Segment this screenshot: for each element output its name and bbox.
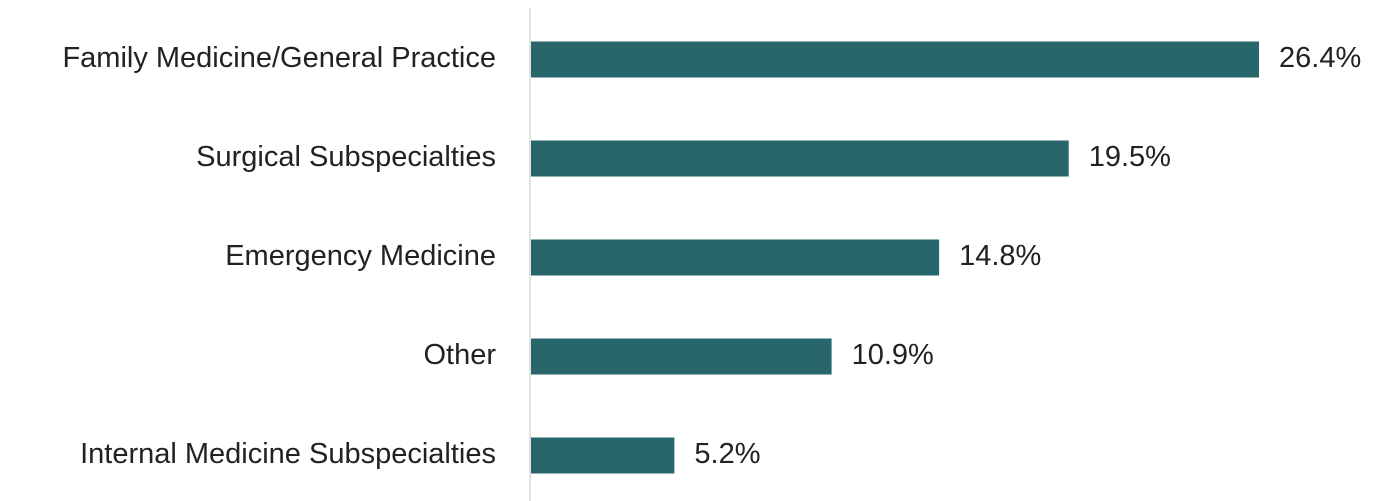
data-label: 5.2% [694,438,760,470]
category-label: Emergency Medicine [225,240,496,272]
bar [531,41,1259,78]
bar [531,140,1069,177]
bar [531,239,940,276]
category-label: Surgical Subspecialties [196,141,496,173]
bar [531,338,832,375]
data-label: 10.9% [852,339,934,371]
data-label: 26.4% [1279,42,1361,74]
data-label: 19.5% [1089,141,1171,173]
category-label: Internal Medicine Subspecialties [80,438,496,470]
bar [531,437,675,474]
category-label: Other [423,339,496,371]
data-label: 14.8% [959,240,1041,272]
category-label: Family Medicine/General Practice [62,42,496,74]
